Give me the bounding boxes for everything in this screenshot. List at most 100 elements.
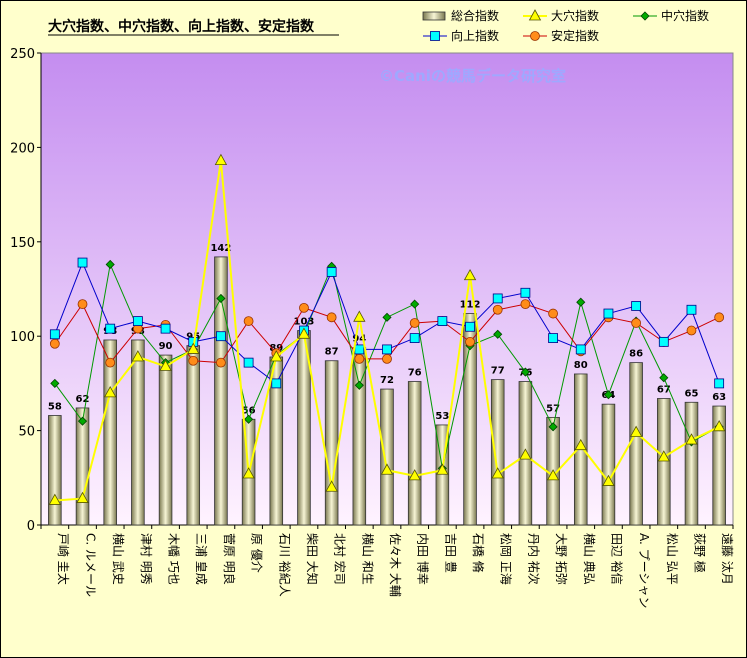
series-point: [382, 353, 392, 364]
series-point: [603, 390, 614, 400]
y-tick-label: 150: [10, 236, 35, 251]
bar-value-label: 94: [352, 334, 366, 345]
category-label: 荻野 極: [692, 533, 707, 573]
series-point: [492, 304, 503, 315]
series-point: [214, 153, 228, 166]
bar: [380, 388, 394, 526]
series-point: [548, 308, 558, 319]
series-point: [409, 333, 420, 343]
bar-value-label: 112: [460, 300, 481, 311]
category-label: 横山 武史: [111, 533, 125, 585]
bar-value-label: 77: [491, 366, 505, 377]
bar: [490, 379, 505, 526]
series-point: [244, 414, 254, 424]
bar: [131, 339, 145, 526]
series-point: [546, 469, 560, 481]
category-label: 松岡 正海: [499, 533, 514, 585]
series-point: [243, 357, 254, 368]
bar-value-label: 103: [294, 317, 315, 328]
series-point: [242, 467, 255, 479]
series-point: [410, 299, 420, 309]
legend-label: 安定指数: [551, 28, 599, 43]
series-point: [574, 438, 587, 451]
series-point: [105, 357, 116, 368]
bar: [214, 256, 228, 526]
bar-value-label: 56: [242, 405, 256, 416]
bar: [463, 313, 477, 526]
series-point: [493, 329, 503, 339]
series-point: [548, 333, 558, 343]
category-label: 吉田 豊: [443, 533, 457, 573]
bar-value-label: 65: [685, 388, 699, 399]
series-point: [216, 357, 226, 368]
lines-layer: [48, 153, 726, 505]
series-point: [187, 342, 200, 354]
chart-title: 大穴指数、中穴指数、向上指数、安定指数: [48, 18, 315, 35]
legend-label: 大穴指数: [551, 8, 599, 23]
series-point: [380, 463, 394, 475]
category-label: 遠藤 汰月: [720, 533, 734, 585]
series-point: [575, 344, 586, 355]
series-point: [271, 378, 282, 389]
category-label: 横山 和生: [360, 533, 374, 585]
series-point: [297, 327, 311, 339]
bar: [684, 401, 699, 526]
series-point: [325, 480, 338, 492]
legend-swatch: [422, 11, 446, 21]
bar: [186, 345, 201, 526]
series-point: [216, 331, 226, 342]
series-point: [132, 316, 143, 326]
category-label: 菅原 明良: [222, 533, 237, 585]
series-point: [657, 450, 670, 462]
category-label: 北村 宏司: [333, 533, 348, 585]
series-point: [631, 318, 642, 328]
series-point: [548, 422, 558, 432]
bar: [601, 403, 616, 526]
series-point: [714, 312, 725, 323]
category-label: 丹内 祐次: [526, 533, 540, 585]
category-label: 田辺 裕信: [609, 533, 624, 585]
series-point: [659, 373, 669, 383]
category-label: A. プーシャン: [637, 533, 651, 608]
category-label: 三浦 皇成: [194, 533, 208, 585]
series-point: [520, 299, 531, 310]
y-tick-label: 50: [18, 425, 35, 440]
series-point: [465, 336, 475, 347]
watermark-text: ©Caniの競馬データ研究室: [379, 67, 566, 85]
legend-marker: [530, 31, 540, 41]
legend-label: 中穴指数: [661, 8, 709, 23]
series-point: [436, 463, 449, 475]
y-tick-label: 0: [27, 519, 35, 534]
series-point: [160, 323, 171, 334]
series-point: [104, 386, 117, 398]
category-label: 佐々木 大輔: [388, 533, 402, 597]
series-point: [520, 367, 530, 377]
series-point: [77, 257, 88, 268]
series-point: [465, 321, 475, 332]
legend-label: 向上指数: [451, 28, 499, 43]
series-point: [631, 301, 642, 311]
series-point: [658, 336, 669, 347]
bar: [75, 407, 90, 526]
bar-value-label: 80: [574, 360, 588, 371]
series-point: [463, 268, 477, 281]
category-label: 石川 裕紀人: [277, 533, 292, 597]
bar-value-label: 67: [657, 385, 671, 396]
series-point: [520, 287, 531, 298]
series-point: [326, 312, 337, 323]
y-tick-label: 200: [10, 141, 35, 156]
series-point: [685, 433, 698, 445]
series-point: [629, 425, 643, 437]
series-point: [714, 378, 725, 389]
series-point: [299, 302, 309, 313]
bar-value-label: 62: [76, 394, 90, 405]
category-label: 津村 明秀: [139, 533, 153, 585]
bar-value-label: 90: [159, 341, 173, 352]
bar: [158, 354, 173, 526]
series-point: [354, 380, 364, 390]
category-label: 戸崎 圭太: [56, 533, 71, 585]
series-point: [686, 304, 697, 315]
